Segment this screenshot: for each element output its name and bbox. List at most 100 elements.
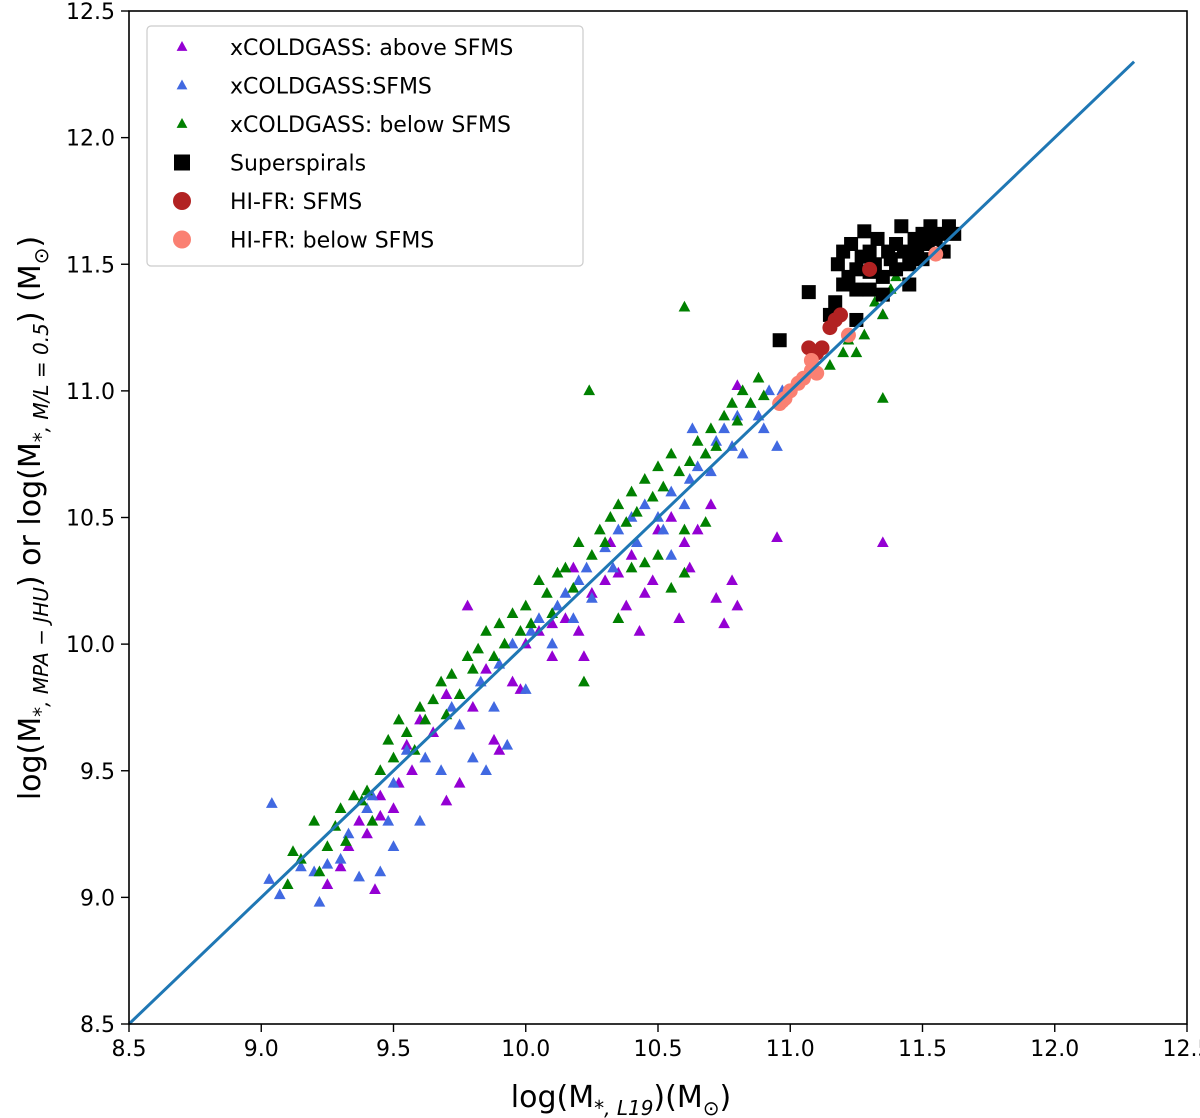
data-point <box>657 523 670 535</box>
data-point <box>541 586 553 598</box>
data-point <box>493 743 506 755</box>
data-point <box>620 516 633 527</box>
y-tick-label: 8.5 <box>80 1013 115 1038</box>
data-point <box>361 827 373 839</box>
x-tick-label: 11.5 <box>898 1037 947 1062</box>
plot-frame <box>128 10 1188 1025</box>
data-point <box>612 498 625 510</box>
data-point <box>828 295 843 310</box>
data-point <box>382 733 395 745</box>
data-point <box>665 548 678 560</box>
data-point <box>691 435 704 446</box>
y-tick-label: 9.0 <box>80 886 115 911</box>
data-point <box>678 498 691 510</box>
data-point <box>718 409 730 421</box>
data-point <box>583 384 596 396</box>
data-point <box>480 764 492 775</box>
data-point <box>488 650 500 662</box>
data-point <box>435 675 447 687</box>
legend-label: HI-FR: SFMS <box>230 190 362 215</box>
one-to-one-line <box>127 60 1136 1026</box>
data-point <box>366 814 379 826</box>
data-point <box>686 422 699 434</box>
x-tick-label: 10.5 <box>634 1037 683 1062</box>
data-point <box>638 498 651 510</box>
data-point <box>889 262 904 277</box>
data-point <box>718 617 730 629</box>
data-point <box>480 662 492 674</box>
data-point <box>771 531 783 542</box>
data-point <box>638 556 651 568</box>
data-point <box>586 592 598 603</box>
data-point <box>803 352 819 368</box>
data-point <box>836 277 851 292</box>
data-point <box>551 566 564 578</box>
data-point <box>374 789 387 801</box>
data-point <box>519 683 532 694</box>
y-axis-label: log(M*, MPA − JHU) or log(M*, M/L = 0.5)… <box>13 236 53 800</box>
data-point <box>801 285 816 300</box>
data-point <box>488 733 500 745</box>
data-point <box>928 246 944 262</box>
data-point <box>774 393 790 409</box>
data-point <box>657 480 670 492</box>
legend-label: HI-FR: below SFMS <box>230 229 434 254</box>
data-point <box>501 738 514 750</box>
data-point <box>334 860 347 872</box>
data-point <box>870 231 885 246</box>
legend-marker <box>173 230 191 249</box>
x-tick-label: 9.5 <box>376 1037 411 1062</box>
data-point <box>830 257 845 272</box>
x-tick-label: 12.0 <box>1030 1037 1079 1062</box>
data-point <box>445 700 458 712</box>
data-point <box>586 548 598 560</box>
data-point <box>353 814 365 826</box>
data-point <box>593 523 606 535</box>
data-point <box>461 650 474 662</box>
data-point <box>683 561 696 573</box>
data-point <box>599 536 611 548</box>
data-point <box>731 599 744 611</box>
data-point <box>334 802 347 813</box>
data-point <box>857 224 872 239</box>
data-point <box>273 888 286 900</box>
data-point <box>710 440 723 451</box>
data-point <box>414 700 426 712</box>
data-points <box>127 60 1136 1026</box>
data-point <box>525 624 537 636</box>
data-point <box>580 561 593 573</box>
data-point <box>837 346 849 358</box>
data-point <box>308 814 320 826</box>
data-point <box>894 219 909 234</box>
data-point <box>691 523 704 535</box>
data-point <box>353 870 365 882</box>
data-point <box>519 599 532 611</box>
data-point <box>567 581 580 593</box>
data-point <box>467 700 479 712</box>
data-point <box>862 282 877 297</box>
data-point <box>488 700 500 712</box>
data-point <box>862 244 877 259</box>
data-point <box>567 612 580 624</box>
data-point <box>638 473 651 484</box>
data-point <box>726 397 738 408</box>
data-point <box>493 617 506 629</box>
data-point <box>400 743 413 755</box>
data-point <box>876 391 889 403</box>
data-point <box>533 574 545 586</box>
data-point <box>757 422 770 434</box>
data-point <box>683 473 696 484</box>
data-point <box>607 561 619 573</box>
data-point <box>419 751 432 763</box>
data-point <box>461 599 474 611</box>
data-point <box>630 536 643 548</box>
y-tick-label: 11.5 <box>66 253 115 278</box>
data-point <box>665 485 678 497</box>
series-0 <box>321 308 889 895</box>
data-point <box>514 624 527 636</box>
y-tick-label: 12.5 <box>66 0 115 25</box>
data-point <box>506 637 519 649</box>
data-point <box>763 384 775 396</box>
legend-marker <box>176 41 188 51</box>
data-point <box>638 586 651 598</box>
